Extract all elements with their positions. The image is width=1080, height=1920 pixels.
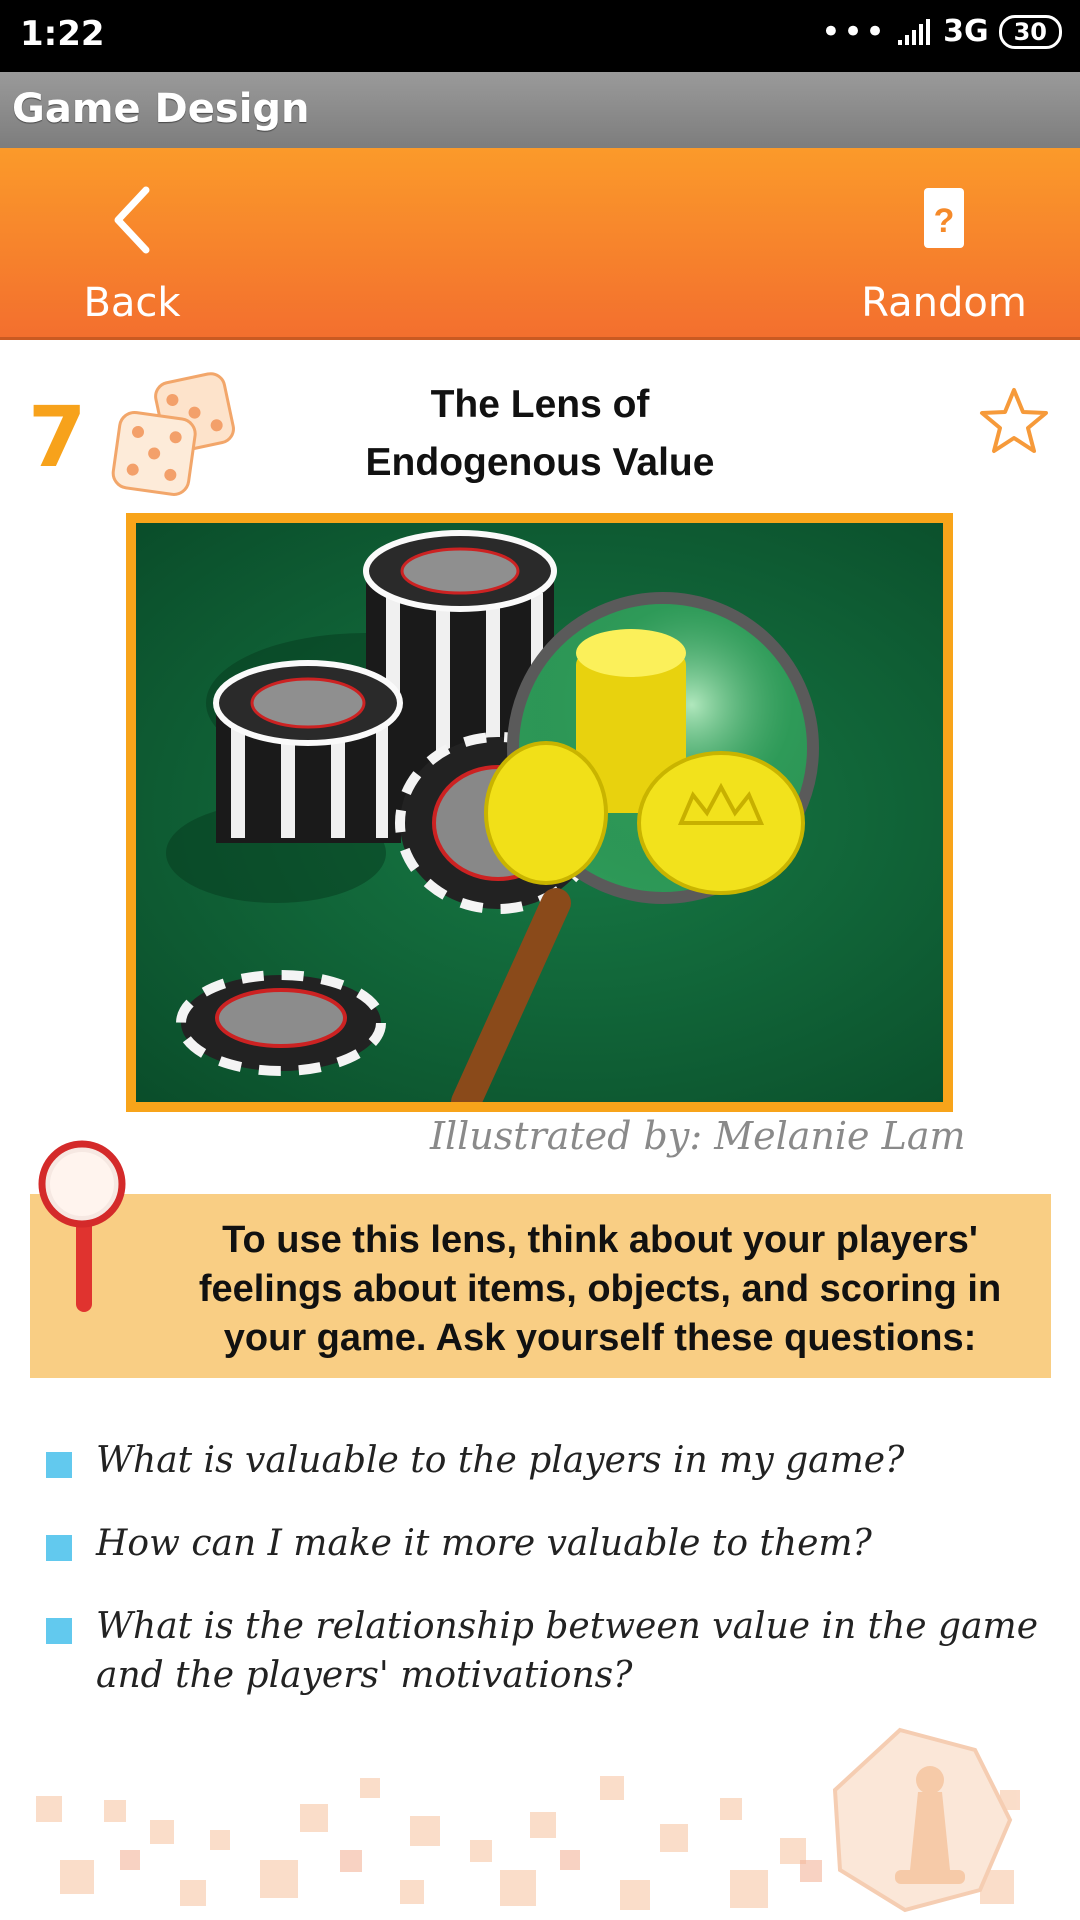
bullet-square-icon xyxy=(46,1535,72,1561)
lens-title-line-1: The Lens of xyxy=(430,383,650,426)
notification-dots-icon: ••• xyxy=(820,11,888,52)
question-text: How can I make it more valuable to them? xyxy=(96,1523,872,1564)
instruction-text: To use this lens, think about your playe… xyxy=(198,1219,1002,1359)
lens-title: The Lens of Endogenous Value xyxy=(300,376,780,492)
status-bar: 1:22 ••• 3G 30 xyxy=(0,0,1080,72)
status-time: 1:22 xyxy=(20,14,105,54)
pixel-pattern-decoration xyxy=(36,1727,1020,1913)
app-title-bar: Game Design xyxy=(0,72,1080,148)
illustration-credit: Illustrated by: Melanie Lam xyxy=(430,1114,966,1158)
question-text: What is valuable to the players in my ga… xyxy=(96,1440,905,1481)
nav-bar: Back ? Random xyxy=(0,148,1080,340)
lens-title-line-2: Endogenous Value xyxy=(365,441,715,484)
lens-illustration xyxy=(126,513,953,1112)
bullet-square-icon xyxy=(46,1452,72,1478)
dice-icon xyxy=(111,372,235,496)
bullet-square-icon xyxy=(46,1618,72,1644)
list-item: How can I make it more valuable to them? xyxy=(40,1519,1050,1568)
random-button[interactable]: ? Random xyxy=(834,148,1054,336)
decorative-footer xyxy=(0,1720,1080,1920)
star-outline-icon[interactable] xyxy=(978,386,1050,456)
chips-and-coins-illustration xyxy=(166,530,819,1102)
network-type: 3G xyxy=(943,14,989,49)
app-title: Game Design xyxy=(12,86,310,132)
back-button[interactable]: Back xyxy=(22,148,242,336)
list-item: What is valuable to the players in my ga… xyxy=(40,1436,1050,1485)
signal-strength-icon xyxy=(898,18,931,45)
battery-icon: 30 xyxy=(998,14,1062,49)
magnifying-glass-icon xyxy=(38,1140,126,1312)
random-label: Random xyxy=(861,280,1027,326)
chevron-left-icon xyxy=(114,186,150,254)
instruction-box: To use this lens, think about your playe… xyxy=(30,1194,1051,1378)
question-card-icon: ? xyxy=(924,188,964,248)
svg-text:?: ? xyxy=(934,202,955,240)
status-icons: ••• 3G 30 xyxy=(821,14,1062,49)
question-text: What is the relationship between value i… xyxy=(96,1606,1038,1696)
lens-number: 7 xyxy=(28,388,87,486)
list-item: What is the relationship between value i… xyxy=(40,1602,1050,1700)
question-list: What is valuable to the players in my ga… xyxy=(40,1436,1050,1734)
back-label: Back xyxy=(83,280,181,326)
